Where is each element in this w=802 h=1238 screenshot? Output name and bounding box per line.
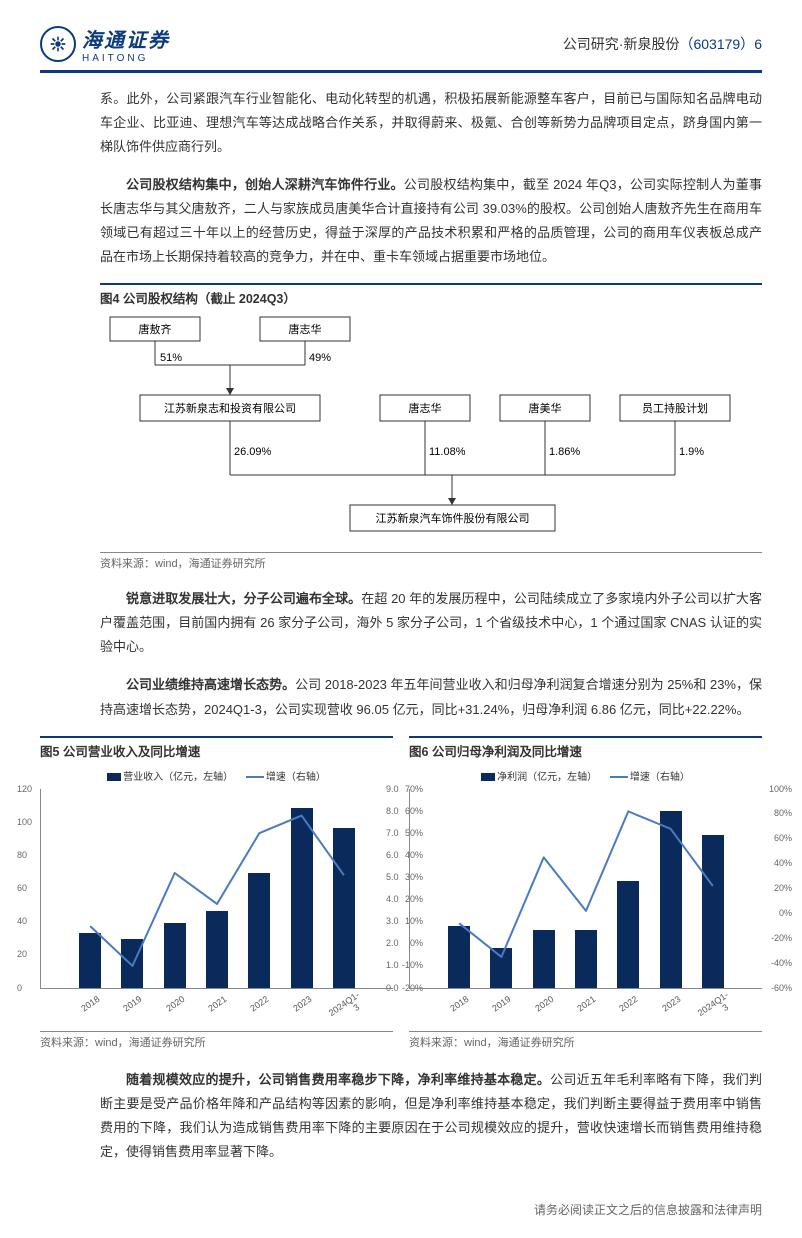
svg-text:唐美华: 唐美华 — [529, 401, 562, 415]
para5-lead: 随着规模效应的提升，公司销售费用率稳步下降，净利率维持基本稳定。 — [126, 1072, 550, 1087]
chart6-legend-line: 增速（右轴） — [630, 772, 690, 783]
logo-text-cn: 海通证券 — [82, 24, 170, 53]
chart5-legend-bar: 营业收入（亿元，左轴） — [123, 772, 233, 783]
chart6-line-swatch — [610, 776, 628, 778]
figure4-source: 资料来源：wind，海通证券研究所 — [100, 552, 762, 571]
company-logo: 海通证券 HAITONG — [40, 24, 170, 64]
svg-text:唐志华: 唐志华 — [409, 401, 442, 415]
chart5-column: 图5 公司营业收入及同比增速 营业收入（亿元，左轴） 增速（右轴） 020406… — [40, 736, 393, 1066]
svg-text:唐敖齐: 唐敖齐 — [139, 322, 172, 336]
svg-text:26.09%: 26.09% — [234, 446, 272, 458]
para4-lead: 公司业绩维持高速增长态势。 — [126, 677, 295, 692]
svg-text:江苏新泉汽车饰件股份有限公司: 江苏新泉汽车饰件股份有限公司 — [376, 511, 530, 525]
para2-lead: 公司股权结构集中，创始人深耕汽车饰件行业。 — [126, 177, 404, 192]
chart6-canvas: 0.01.02.03.04.05.06.07.08.09.0-60%-40%-2… — [409, 789, 762, 989]
org-chart-svg: 唐敖齐唐志华51%49%江苏新泉志和投资有限公司唐志华唐美华员工持股计划26.0… — [100, 315, 740, 545]
chart5-line-swatch — [246, 776, 264, 778]
chart5-canvas: 020406080100120-20%-10%0%10%20%30%40%50%… — [40, 789, 393, 989]
paragraph-1: 系。此外，公司紧跟汽车行业智能化、电动化转型的机遇，积极拓展新能源整车客户，目前… — [100, 87, 762, 159]
logo-text-en: HAITONG — [82, 53, 170, 64]
chart5-legend-line: 增速（右轴） — [266, 772, 326, 783]
org-chart: 唐敖齐唐志华51%49%江苏新泉志和投资有限公司唐志华唐美华员工持股计划26.0… — [100, 315, 762, 548]
svg-text:江苏新泉志和投资有限公司: 江苏新泉志和投资有限公司 — [164, 401, 296, 415]
svg-text:51%: 51% — [160, 352, 182, 364]
figure6-title: 图6 公司归母净利润及同比增速 — [409, 736, 762, 760]
figure5-source: 资料来源：wind，海通证券研究所 — [40, 1031, 393, 1050]
figure4-title: 图4 公司股权结构（截止 2024Q3） — [100, 283, 762, 307]
chart5-bar-swatch — [107, 773, 121, 781]
ticker-code: （603179） — [679, 36, 754, 52]
svg-text:49%: 49% — [309, 352, 331, 364]
chart6-legend: 净利润（亿元，左轴） 增速（右轴） — [409, 768, 762, 783]
charts-row: 图5 公司营业收入及同比增速 营业收入（亿元，左轴） 增速（右轴） 020406… — [40, 736, 762, 1066]
svg-text:员工持股计划: 员工持股计划 — [642, 401, 708, 415]
chart5-legend: 营业收入（亿元，左轴） 增速（右轴） — [40, 768, 393, 783]
chart6-legend-bar: 净利润（亿元，左轴） — [497, 772, 597, 783]
svg-text:1.86%: 1.86% — [549, 446, 580, 458]
page-header: 海通证券 HAITONG 公司研究·新泉股份（603179）6 — [40, 24, 762, 73]
para3-lead: 锐意进取发展壮大，分子公司遍布全球。 — [126, 591, 361, 606]
page-number: 6 — [754, 36, 762, 52]
doc-category: 公司研究·新泉股份 — [563, 36, 680, 52]
logo-icon — [40, 26, 76, 62]
figure5-title: 图5 公司营业收入及同比增速 — [40, 736, 393, 760]
paragraph-2: 公司股权结构集中，创始人深耕汽车饰件行业。公司股权结构集中，截至 2024 年Q… — [100, 173, 762, 269]
paragraph-5: 随着规模效应的提升，公司销售费用率稳步下降，净利率维持基本稳定。公司近五年毛利率… — [100, 1068, 762, 1164]
svg-text:唐志华: 唐志华 — [289, 322, 322, 336]
paragraph-3: 锐意进取发展壮大，分子公司遍布全球。在超 20 年的发展历程中，公司陆续成立了多… — [100, 587, 762, 659]
chart6-bar-swatch — [481, 773, 495, 781]
svg-text:11.08%: 11.08% — [429, 446, 466, 458]
header-title: 公司研究·新泉股份（603179）6 — [563, 34, 762, 54]
paragraph-4: 公司业绩维持高速增长态势。公司 2018-2023 年五年间营业收入和归母净利润… — [100, 673, 762, 721]
page-footer: 请务必阅读正文之后的信息披露和法律声明 — [534, 1201, 762, 1218]
svg-text:1.9%: 1.9% — [679, 446, 704, 458]
figure6-source: 资料来源：wind，海通证券研究所 — [409, 1031, 762, 1050]
chart6-column: 图6 公司归母净利润及同比增速 净利润（亿元，左轴） 增速（右轴） 0.01.0… — [409, 736, 762, 1066]
